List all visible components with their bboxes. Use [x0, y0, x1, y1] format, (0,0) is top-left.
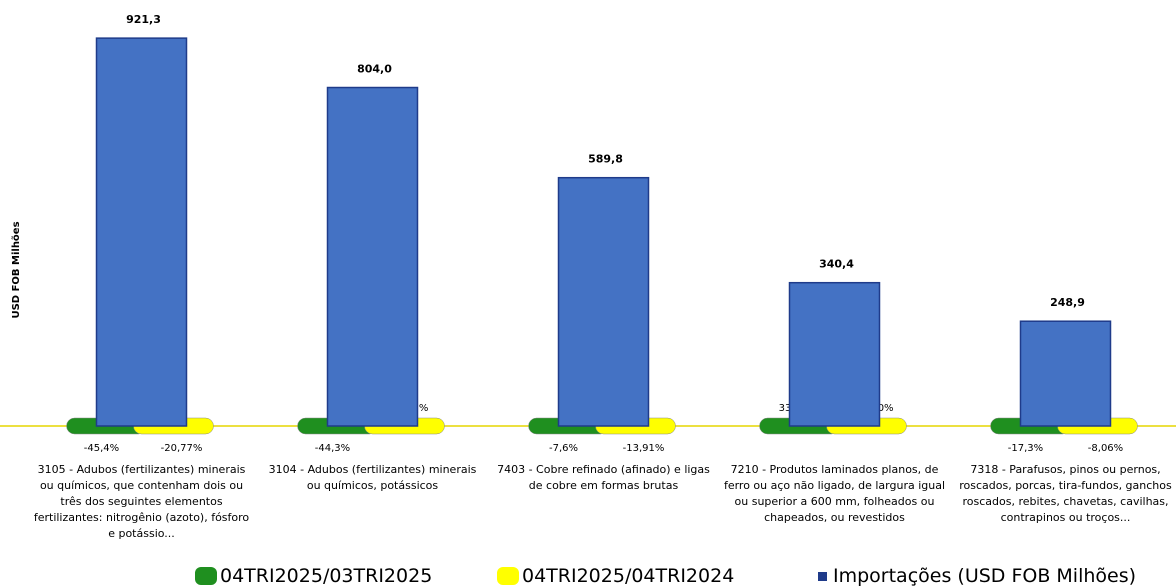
legend-swatch	[818, 571, 827, 581]
legend-label: 04TRI2025/04TRI2024	[522, 565, 735, 587]
x-tick-label: 7403 - Cobre refinado (afinado) e ligas …	[497, 463, 710, 492]
bar	[326, 86, 419, 427]
legend-swatch	[497, 567, 519, 585]
data-label: -20,77%	[161, 443, 203, 454]
x-tick-label: 7210 - Produtos laminados planos, de fer…	[723, 463, 946, 524]
bar	[1019, 320, 1112, 427]
legend-swatch	[195, 567, 217, 585]
legend-entry: 04TRI2025/03TRI2025	[195, 565, 432, 587]
bar	[95, 37, 188, 427]
data-label: 921,3	[126, 13, 161, 26]
bar	[557, 176, 650, 427]
data-label: -13,91%	[623, 443, 665, 454]
x-tick-label: 7318 - Parafusos, pinos ou pernos, rosca…	[959, 463, 1172, 524]
x-tick-label: 3104 - Adubos (fertilizantes) minerais o…	[268, 463, 477, 492]
y-axis-label: USD FOB Milhões	[11, 221, 22, 318]
data-label: 589,8	[588, 153, 623, 166]
legend-entry: Importações (USD FOB Milhões)	[818, 565, 1136, 587]
data-label: -44,3%	[315, 443, 350, 454]
bar	[788, 281, 881, 427]
data-label: -45,4%	[84, 443, 119, 454]
data-label: -8,06%	[1088, 443, 1123, 454]
data-label: -7,6%	[549, 443, 578, 454]
data-label: 804,0	[357, 63, 392, 76]
legend-label: Importações (USD FOB Milhões)	[833, 565, 1137, 587]
x-tick-label: 3105 - Adubos (fertilizantes) minerais o…	[33, 463, 250, 540]
data-label: 340,4	[819, 258, 854, 271]
legend-entry: 04TRI2025/04TRI2024	[497, 565, 734, 587]
legend-label: 04TRI2025/03TRI2025	[220, 565, 433, 587]
data-label: -17,3%	[1008, 443, 1043, 454]
data-label: 248,9	[1050, 296, 1085, 309]
